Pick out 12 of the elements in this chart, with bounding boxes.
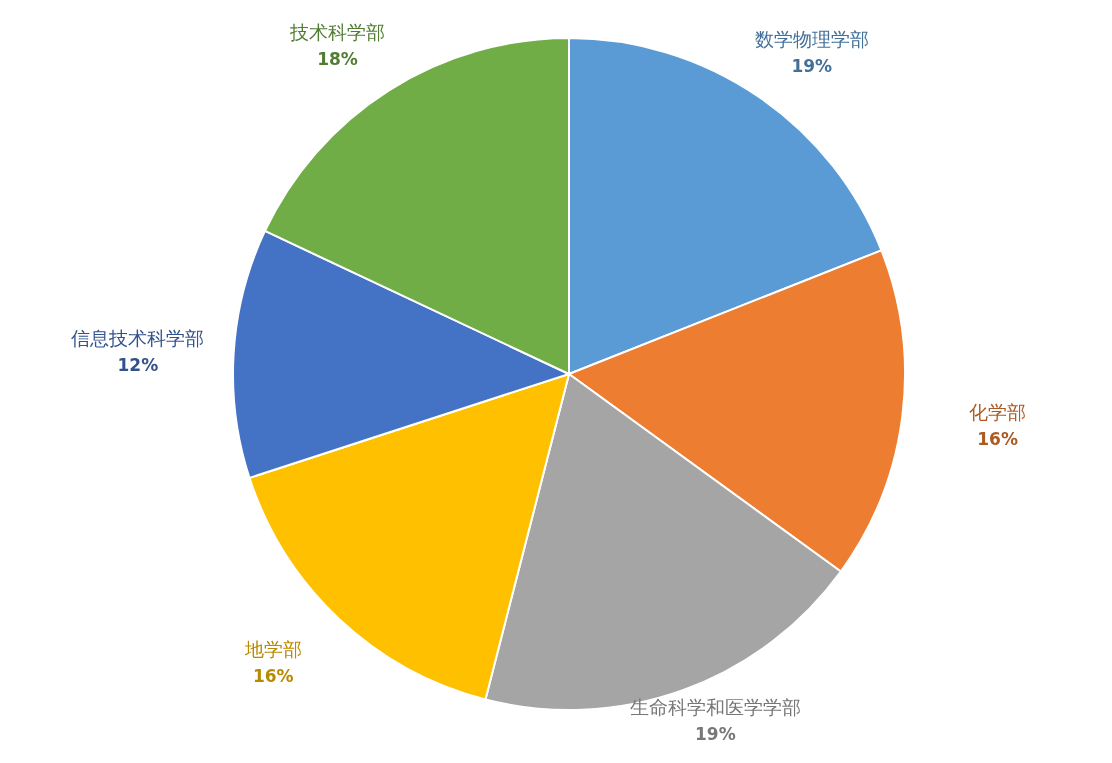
data-label: 16% [977,429,1018,450]
slice-label: 信息技术科学部 [71,327,205,350]
data-label: 19% [791,55,833,76]
data-label: 18% [317,49,358,70]
data-label: 12% [117,355,159,376]
slice-label: 地学部 [243,637,302,660]
slice-label: 技术科学部 [289,21,386,44]
slice-label: 化学部 [969,401,1027,424]
data-label: 16% [252,665,294,686]
slice-label: 生命科学和医学学部 [629,696,801,718]
data-label: 19% [694,724,736,744]
slice-label: 数学物理学部 [754,27,869,50]
